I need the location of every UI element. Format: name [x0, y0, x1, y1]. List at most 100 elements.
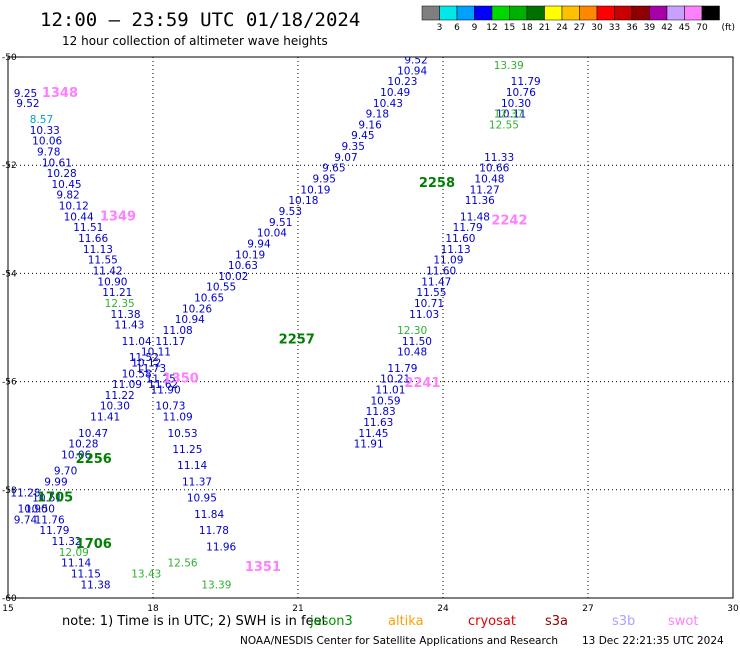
data-label: 11.79	[453, 222, 483, 234]
y-tick-label: -54	[2, 269, 17, 279]
data-label: 10.50	[25, 504, 55, 516]
footer-note: note: 1) Time is in UTC; 2) SWH is in fe…	[62, 614, 327, 629]
data-label: 11.55	[88, 255, 118, 267]
data-label: 10.19	[235, 249, 265, 261]
data-label: 10.21	[380, 374, 410, 386]
x-tick-label: 18	[147, 604, 159, 614]
data-label: 10.28	[68, 439, 98, 451]
legend-swatch	[579, 5, 598, 21]
footer-timestamp: 13 Dec 22:21:35 UTC 2024	[582, 635, 724, 647]
data-label: 11.91	[354, 439, 384, 451]
data-label: 10.26	[182, 303, 212, 315]
data-label: 12.30	[397, 325, 427, 337]
data-label: 11.79	[39, 525, 69, 537]
satellite-legend-altika: altika	[388, 614, 424, 629]
legend-swatch	[474, 5, 493, 21]
data-label: 11.15	[71, 568, 101, 580]
data-label: 10.63	[228, 260, 258, 272]
data-label: 11.73	[136, 363, 166, 375]
data-label: 10.30	[501, 98, 531, 110]
plot-frame	[7, 56, 734, 599]
data-label: 11.27	[470, 184, 500, 196]
data-label: 10.71	[414, 298, 444, 310]
legend-swatch	[491, 5, 510, 21]
y-tick-label: -58	[2, 486, 17, 496]
data-label: 11.28	[10, 487, 40, 499]
data-label: 11.84	[194, 509, 224, 521]
data-label: 10.94	[175, 314, 205, 326]
data-label: 13.43	[131, 568, 161, 580]
data-label: 10.23	[387, 76, 417, 88]
data-label: 9.52	[16, 98, 39, 110]
legend-tick-label: 6	[454, 23, 460, 33]
data-label: 12.09	[59, 547, 89, 559]
data-label: 10.19	[300, 184, 330, 196]
data-label: 12.56	[168, 558, 198, 570]
footer-credit: NOAA/NESDIS Center for Satellite Applica…	[240, 635, 558, 647]
data-label: 11.60	[445, 233, 475, 245]
legend-tick-label: 24	[556, 23, 568, 33]
y-tick-label: -50	[2, 53, 17, 63]
data-label: 10.55	[206, 282, 236, 294]
data-label: 11.25	[146, 374, 176, 386]
legend-tick-label: 33	[609, 23, 620, 33]
y-tick-label: -52	[2, 161, 17, 171]
data-label: 10.49	[380, 87, 410, 99]
legend-swatch	[701, 5, 720, 21]
data-label: 10.04	[257, 228, 287, 240]
legend-tick-label: 27	[574, 23, 585, 33]
data-label: 10.28	[47, 168, 77, 180]
data-label: 13.39	[201, 579, 231, 591]
data-label: 10.95	[187, 493, 217, 505]
data-label: 11.96	[206, 541, 236, 553]
pass-label: 2258	[419, 176, 455, 191]
data-label: 10.18	[288, 195, 318, 207]
data-label: 11.01	[375, 385, 405, 397]
legend-swatch	[526, 5, 545, 21]
data-label: 10.12	[59, 201, 89, 213]
data-label: 11.78	[199, 525, 229, 537]
data-label: 10.11	[496, 109, 526, 121]
legend-unit: (ft)	[722, 23, 736, 33]
data-label: 10.47	[78, 428, 108, 440]
y-tick-label: -56	[2, 378, 17, 388]
x-tick-label: 21	[292, 604, 303, 614]
legend-tick-label: 15	[504, 23, 515, 33]
data-label: 10.06	[61, 449, 91, 461]
data-label: 10.66	[479, 163, 509, 175]
data-label: 9.25	[14, 88, 37, 100]
data-label: 10.59	[371, 395, 401, 407]
data-label: 10.53	[168, 428, 198, 440]
data-label: 9.78	[37, 146, 60, 158]
data-label: 12.35	[105, 298, 135, 310]
satellite-legend-cryosat: cryosat	[468, 614, 516, 629]
data-label: 13.39	[494, 60, 524, 72]
pass-label: 1350	[163, 372, 199, 387]
data-label: 11.08	[163, 325, 193, 337]
pass-label: 2257	[279, 333, 315, 348]
chart-title: 12:00 — 23:59 UTC 01/18/2024	[40, 9, 360, 31]
legend-tick-label: 12	[486, 23, 497, 33]
legend-tick-label: 45	[679, 23, 690, 33]
legend-swatch	[456, 5, 475, 21]
legend-swatch	[666, 5, 685, 21]
data-label: 10.12	[131, 357, 161, 369]
data-label: 11.41	[90, 412, 120, 424]
legend-tick-label: 30	[591, 23, 603, 33]
data-label: 11.37	[182, 476, 212, 488]
x-tick-label: 30	[727, 604, 739, 614]
data-label: 11.32	[52, 536, 82, 548]
data-label: 11.09	[163, 412, 193, 424]
legend-tick-label: 18	[521, 23, 533, 33]
legend-swatch	[631, 5, 650, 21]
data-label: 9.16	[358, 119, 382, 131]
legend-tick-label: 9	[472, 23, 478, 33]
legend-swatch	[614, 5, 633, 21]
x-tick-label: 15	[2, 604, 13, 614]
pass-label: 1705	[37, 491, 73, 506]
data-label: 11.36	[465, 195, 495, 207]
data-label: 11.14	[61, 558, 91, 570]
chart-subtitle: 12 hour collection of altimeter wave hei…	[62, 34, 328, 48]
data-label: 11.17	[155, 336, 185, 348]
legend-swatch	[561, 5, 580, 21]
